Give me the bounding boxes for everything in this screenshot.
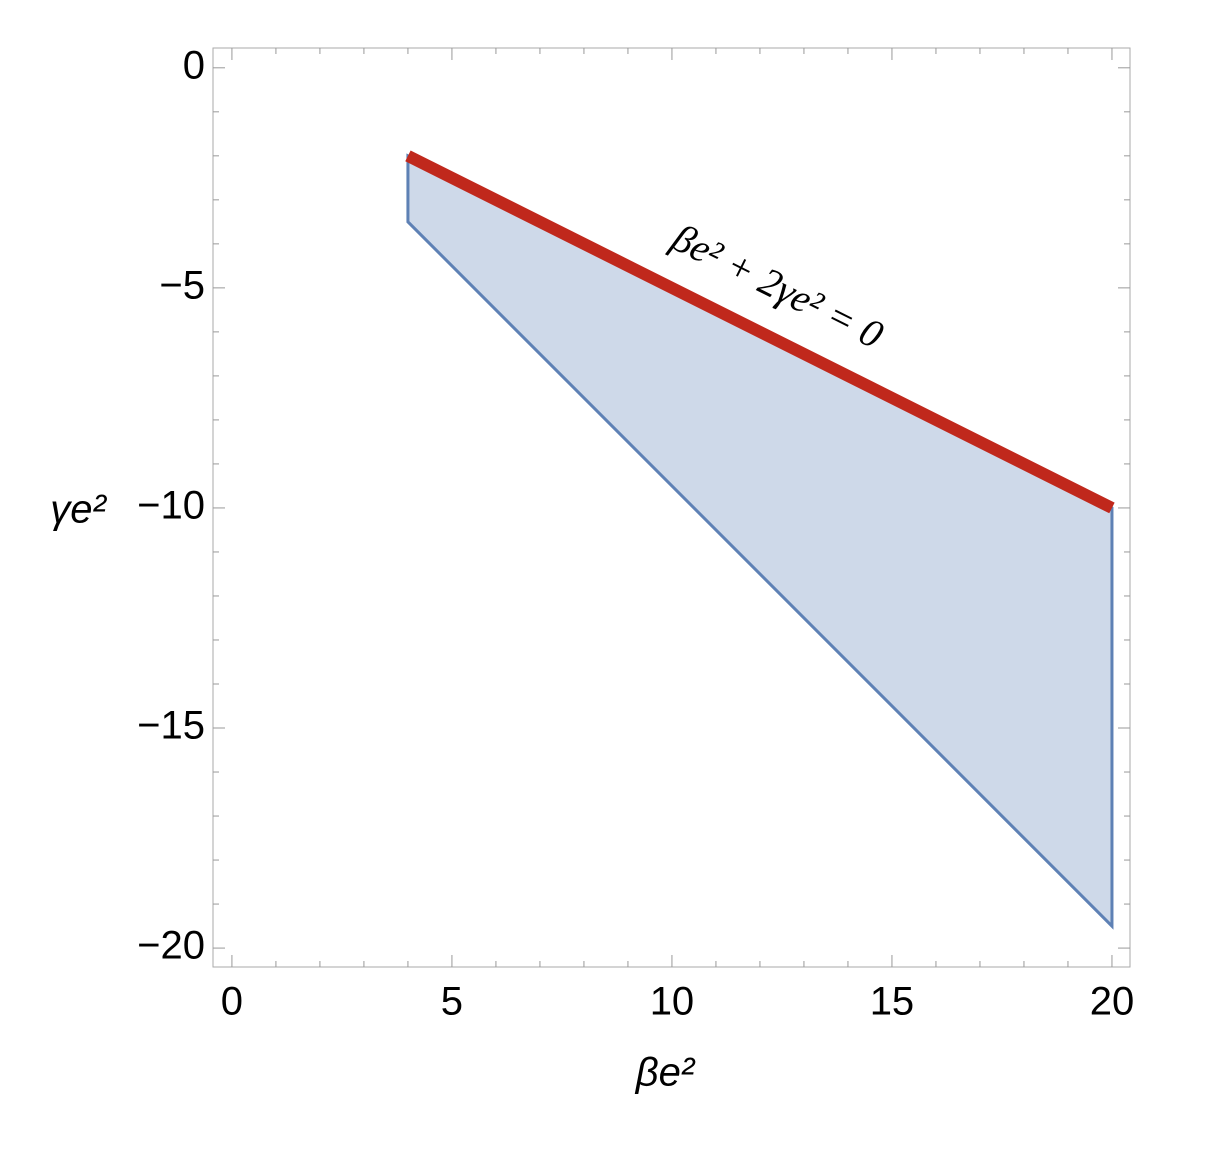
boundary-line (405, 150, 1115, 514)
x-tick-label: 10 (650, 980, 695, 1024)
y-tick-label: −20 (137, 924, 205, 968)
x-axis-label: βe² (635, 1051, 696, 1095)
x-tick-label: 5 (441, 980, 463, 1024)
y-tick-label: 0 (183, 43, 205, 87)
y-tick-label: −10 (137, 484, 205, 528)
x-tick-label: 0 (221, 980, 243, 1024)
y-tick-label: −15 (137, 704, 205, 748)
x-tick-label: 20 (1090, 980, 1135, 1024)
y-axis-label: γe² (50, 488, 107, 532)
y-tick-label: −5 (159, 263, 205, 307)
x-tick-label: 15 (870, 980, 915, 1024)
